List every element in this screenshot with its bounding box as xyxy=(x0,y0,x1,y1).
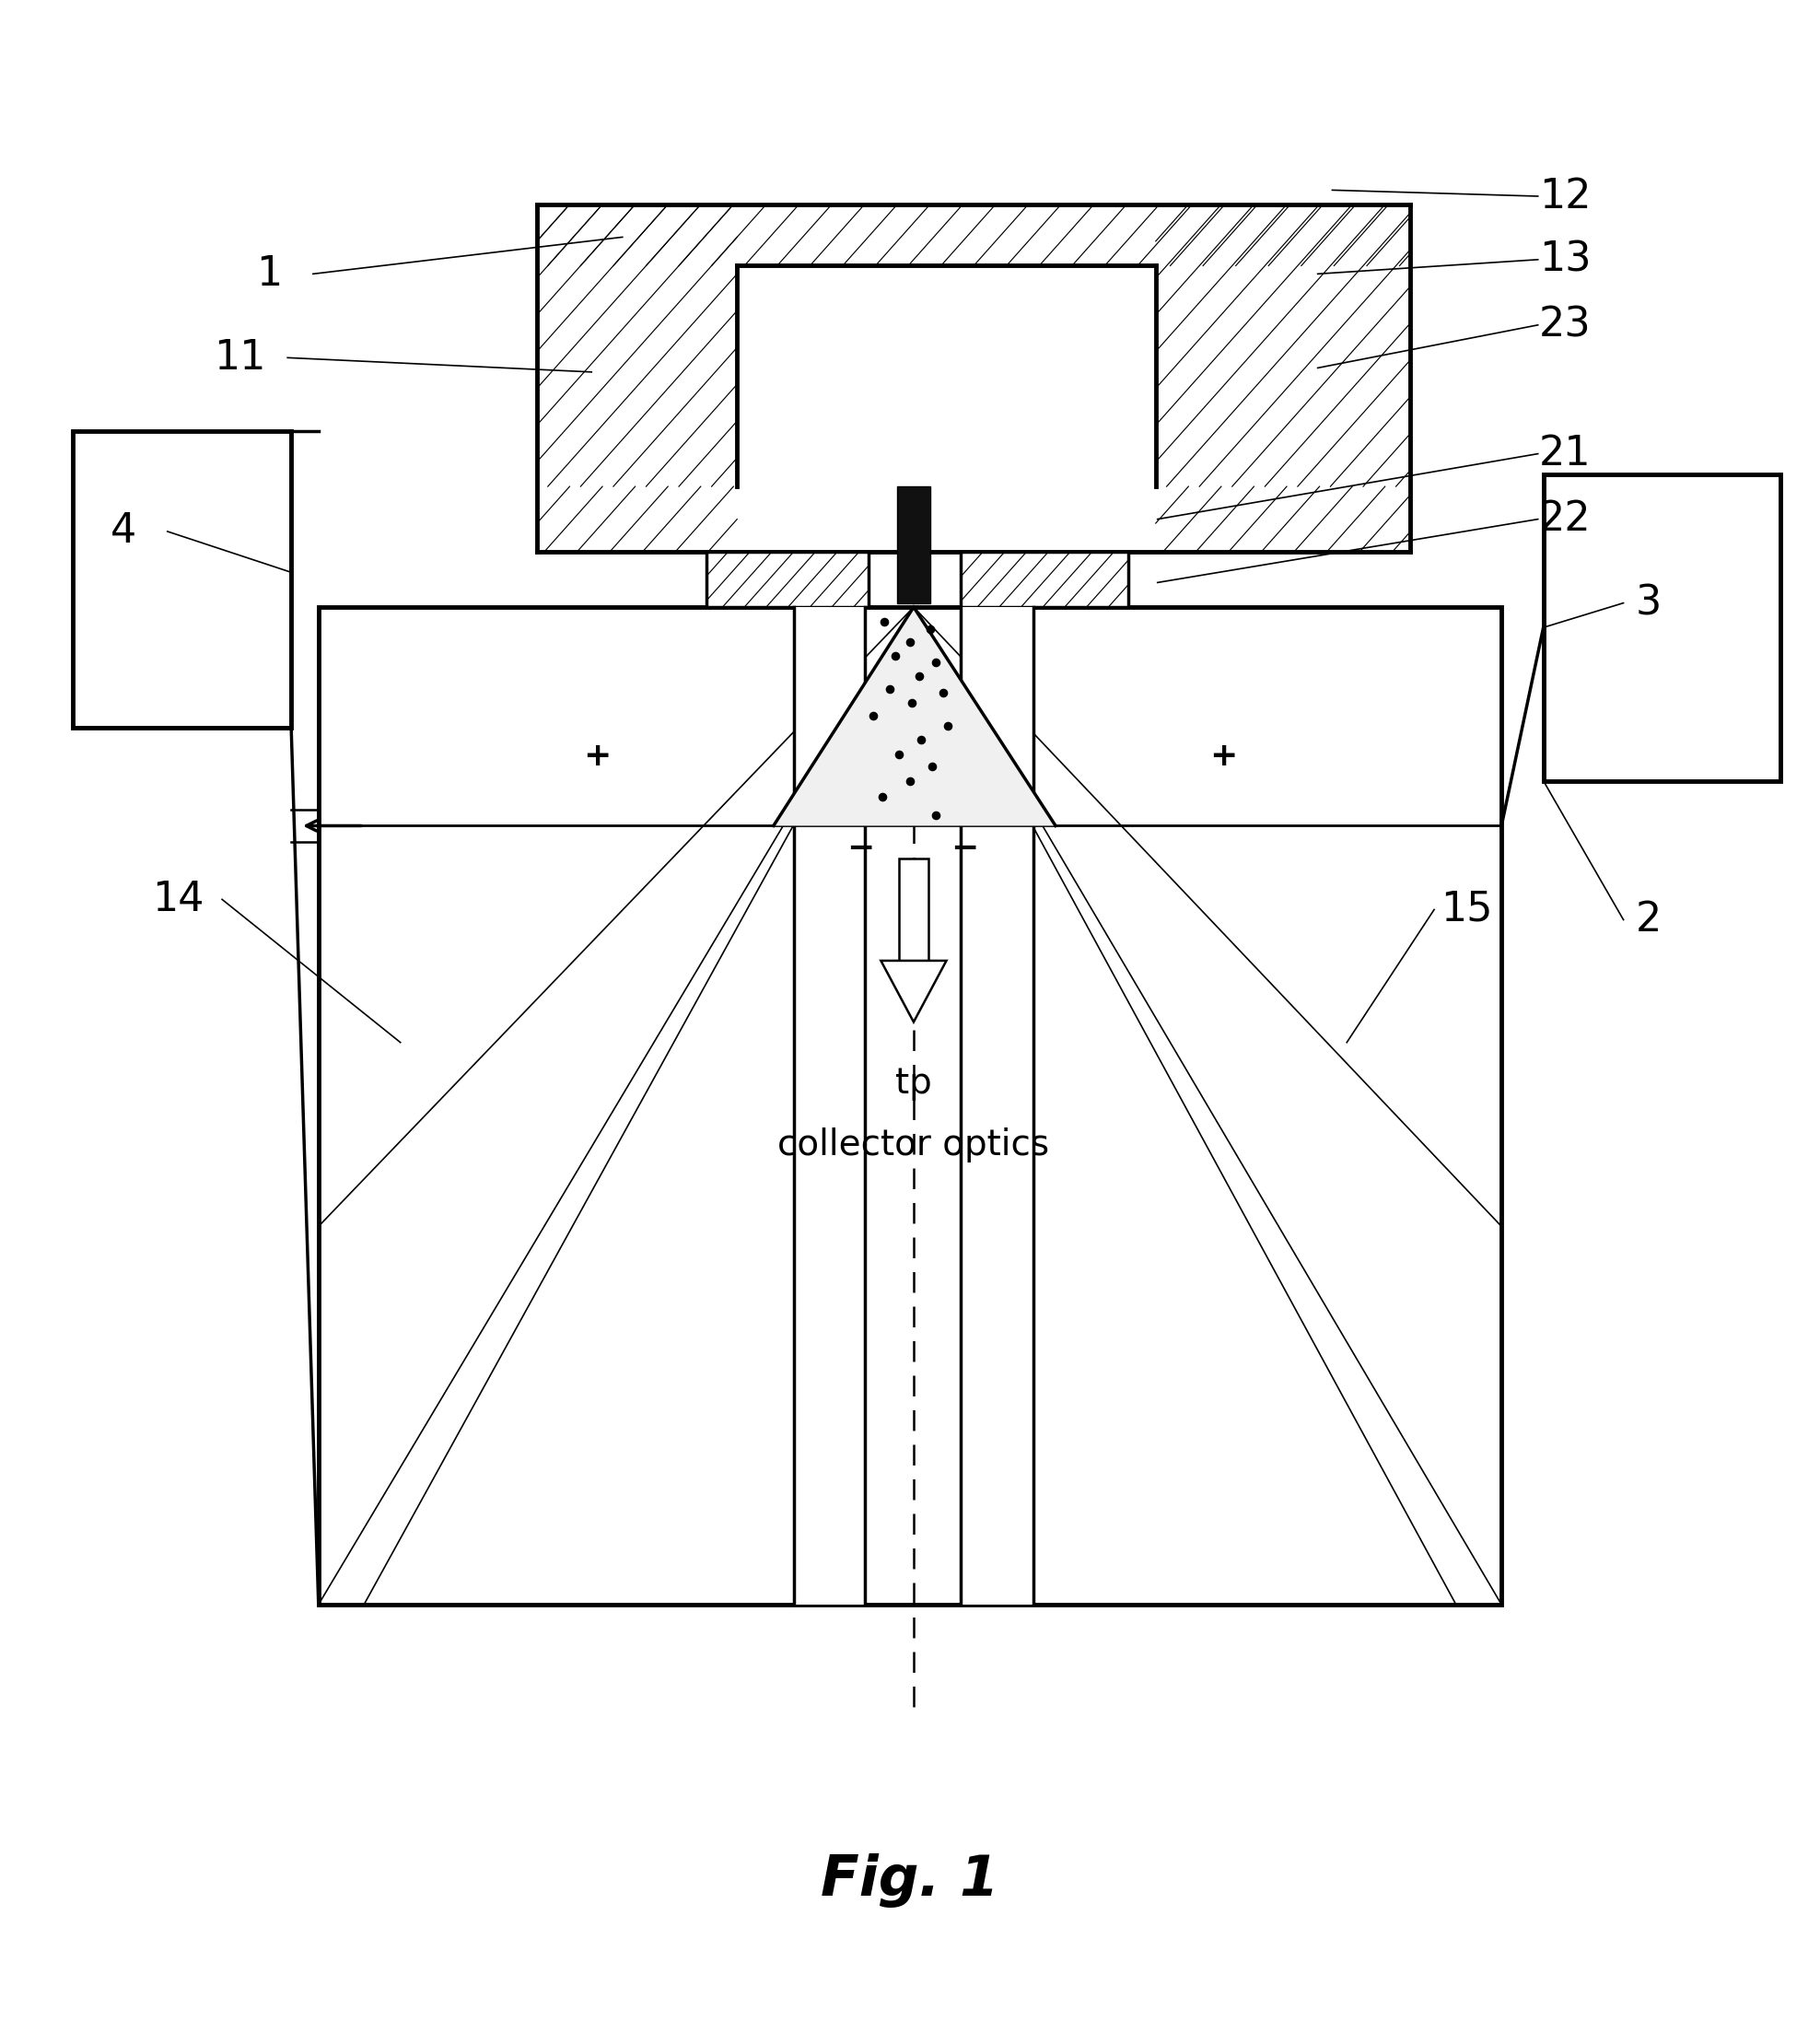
Point xyxy=(905,660,934,693)
Point xyxy=(906,724,935,756)
Polygon shape xyxy=(881,961,946,1022)
Point xyxy=(895,764,925,797)
Point xyxy=(895,625,925,658)
Bar xyxy=(899,858,928,961)
Point xyxy=(881,640,910,672)
Point xyxy=(921,646,950,679)
Text: 11: 11 xyxy=(215,337,266,378)
Point xyxy=(921,799,950,832)
Bar xyxy=(961,607,1034,1605)
Text: Fig. 1: Fig. 1 xyxy=(821,1854,999,1907)
Text: 4: 4 xyxy=(111,511,136,552)
Point xyxy=(868,781,897,814)
Text: 1: 1 xyxy=(257,253,282,294)
Bar xyxy=(961,552,1128,607)
Bar xyxy=(537,204,1410,552)
Bar xyxy=(794,607,864,1605)
Point xyxy=(928,677,957,709)
Point xyxy=(897,687,926,719)
Bar xyxy=(73,431,291,728)
Point xyxy=(917,750,946,783)
Point xyxy=(885,738,914,771)
Point xyxy=(870,605,899,638)
Point xyxy=(875,672,905,705)
Text: 3: 3 xyxy=(1636,583,1662,623)
Point xyxy=(934,709,963,742)
Point xyxy=(915,613,945,646)
Text: 21: 21 xyxy=(1540,433,1591,474)
Bar xyxy=(737,266,1156,486)
Text: 2: 2 xyxy=(1636,899,1662,940)
Text: 23: 23 xyxy=(1540,305,1591,345)
Text: collector optics: collector optics xyxy=(777,1126,1050,1163)
Text: −: − xyxy=(846,832,875,865)
Bar xyxy=(706,552,868,607)
Text: tp: tp xyxy=(895,1065,932,1102)
Text: −: − xyxy=(950,832,979,865)
Bar xyxy=(1543,474,1780,781)
Text: 12: 12 xyxy=(1540,176,1591,217)
Text: 14: 14 xyxy=(153,879,204,920)
Text: +: + xyxy=(582,740,612,773)
Text: 13: 13 xyxy=(1540,239,1591,280)
Text: 22: 22 xyxy=(1540,499,1591,540)
Bar xyxy=(318,607,1501,1605)
Polygon shape xyxy=(773,607,1056,826)
Text: 15: 15 xyxy=(1441,889,1492,930)
Point xyxy=(859,699,888,732)
Text: +: + xyxy=(1208,740,1238,773)
Bar xyxy=(897,486,930,603)
